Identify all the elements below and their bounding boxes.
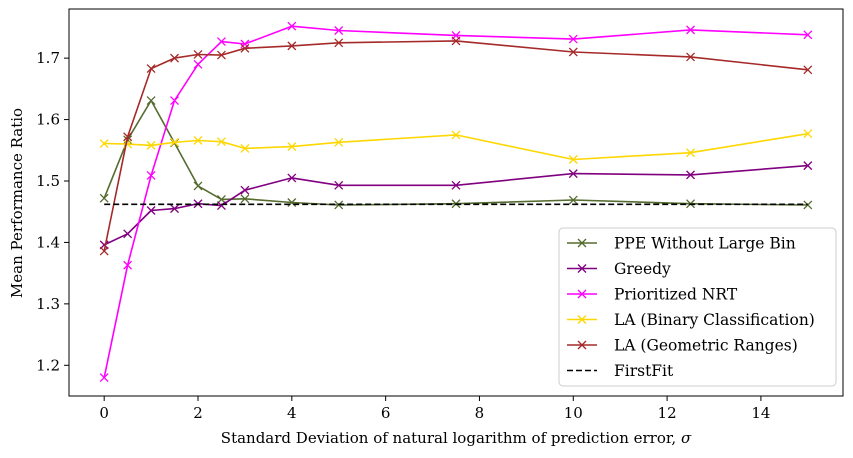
x-tick-label: 8 (475, 404, 485, 422)
x-tick-label: 4 (287, 404, 297, 422)
data-point-prioritized-nrt (568, 34, 578, 44)
data-point-greedy (216, 201, 226, 211)
x-tick-label: 10 (564, 404, 583, 422)
data-point-greedy (123, 229, 133, 239)
x-tick-label: 2 (193, 404, 203, 422)
data-point-la-geometric-ranges (803, 65, 813, 75)
data-point-la-binary-classification (170, 137, 180, 147)
x-tick-label: 14 (751, 404, 770, 422)
data-point-greedy (170, 204, 180, 214)
legend: PPE Without Large Bin Greedy Prioritized N… (558, 227, 837, 387)
y-axis: 1.2 1.3 1.4 1.5 1.6 1.7 (36, 49, 69, 374)
x-axis-label-text: Standard Deviation of natural logarithm … (221, 429, 681, 447)
x-tick-label: 0 (99, 404, 109, 422)
data-point-la-geometric-ranges (240, 43, 250, 53)
data-point-la-geometric-ranges (216, 50, 226, 60)
legend-label-firstfit: FirstFit (614, 362, 674, 380)
y-tick-label: 1.2 (36, 356, 60, 374)
data-point-la-binary-classification (193, 135, 203, 145)
x-axis-label-sigma: σ (681, 429, 692, 447)
data-point-la-geometric-ranges (287, 41, 297, 51)
legend-marker-la-geometric-ranges (577, 340, 587, 350)
data-point-la-geometric-ranges (451, 36, 461, 46)
data-point-ppe-without-large-bin (803, 200, 813, 210)
data-point-ppe-without-large-bin (240, 194, 250, 204)
data-point-greedy (803, 161, 813, 171)
legend-marker-greedy (577, 264, 587, 273)
data-point-la-binary-classification (803, 129, 813, 139)
data-point-greedy (334, 180, 344, 190)
data-point-la-geometric-ranges (686, 52, 696, 62)
legend-label-la-binary-classification: LA (Binary Classification) (614, 311, 815, 329)
data-point-prioritized-nrt (99, 373, 109, 383)
data-point-prioritized-nrt (193, 59, 203, 69)
data-point-prioritized-nrt (216, 37, 226, 47)
x-tick-label: 12 (658, 404, 677, 422)
y-axis-label: Mean Performance Ratio (8, 108, 26, 298)
data-point-la-geometric-ranges (170, 53, 180, 63)
data-point-la-geometric-ranges (123, 132, 133, 142)
data-point-la-binary-classification (146, 140, 156, 150)
data-point-prioritized-nrt (334, 26, 344, 35)
data-point-la-binary-classification (451, 130, 461, 140)
data-point-ppe-without-large-bin (287, 198, 297, 207)
data-point-greedy (686, 170, 696, 180)
data-point-la-geometric-ranges (99, 246, 109, 256)
legend-label-prioritized-nrt: Prioritized NRT (614, 286, 738, 304)
x-axis-label: Standard Deviation of natural logarithm … (221, 429, 692, 447)
data-point-la-binary-classification (334, 137, 344, 147)
data-point-la-geometric-ranges (146, 64, 156, 74)
legend-label-la-geometric-ranges: LA (Geometric Ranges) (614, 337, 798, 355)
data-point-prioritized-nrt (803, 30, 813, 40)
data-point-la-binary-classification (287, 142, 297, 152)
data-point-prioritized-nrt (146, 171, 156, 180)
data-point-la-binary-classification (99, 139, 109, 148)
data-point-prioritized-nrt (170, 96, 180, 105)
data-point-ppe-without-large-bin (146, 96, 156, 105)
data-point-la-binary-classification (568, 155, 578, 164)
data-point-greedy (240, 185, 250, 195)
data-point-prioritized-nrt (123, 260, 133, 270)
y-tick-label: 1.5 (36, 172, 60, 190)
legend-marker-prioritized-nrt (577, 289, 587, 299)
legend-box (558, 227, 837, 387)
data-point-la-geometric-ranges (568, 47, 578, 57)
legend-marker-ppe-without-large-bin (577, 238, 587, 248)
y-tick-label: 1.6 (36, 111, 60, 129)
data-point-greedy (146, 206, 156, 215)
x-tick-label: 6 (381, 404, 391, 422)
y-tick-label: 1.3 (36, 295, 60, 313)
data-point-prioritized-nrt (240, 39, 250, 49)
data-point-la-binary-classification (240, 143, 250, 153)
legend-label-ppe-without-large-bin: PPE Without Large Bin (614, 235, 796, 253)
series-layer (99, 21, 813, 383)
data-point-greedy (568, 169, 578, 179)
data-point-la-geometric-ranges (334, 38, 344, 48)
data-point-la-binary-classification (686, 148, 696, 158)
legend-label-greedy: Greedy (614, 260, 671, 278)
x-axis: 0 2 4 6 8 10 12 14 (99, 396, 770, 422)
data-point-greedy (287, 173, 297, 183)
data-point-ppe-without-large-bin (99, 193, 109, 203)
data-point-la-geometric-ranges (193, 49, 203, 59)
data-point-ppe-without-large-bin (568, 195, 578, 205)
plot-frame (68, 8, 844, 397)
data-point-prioritized-nrt (287, 21, 297, 31)
y-tick-label: 1.4 (36, 233, 60, 251)
data-point-ppe-without-large-bin (193, 181, 203, 191)
legend-marker-la-binary-classification (577, 315, 587, 324)
data-point-la-binary-classification (216, 137, 226, 147)
y-tick-label: 1.7 (36, 49, 60, 67)
data-point-prioritized-nrt (686, 25, 696, 35)
data-point-greedy (451, 180, 461, 190)
